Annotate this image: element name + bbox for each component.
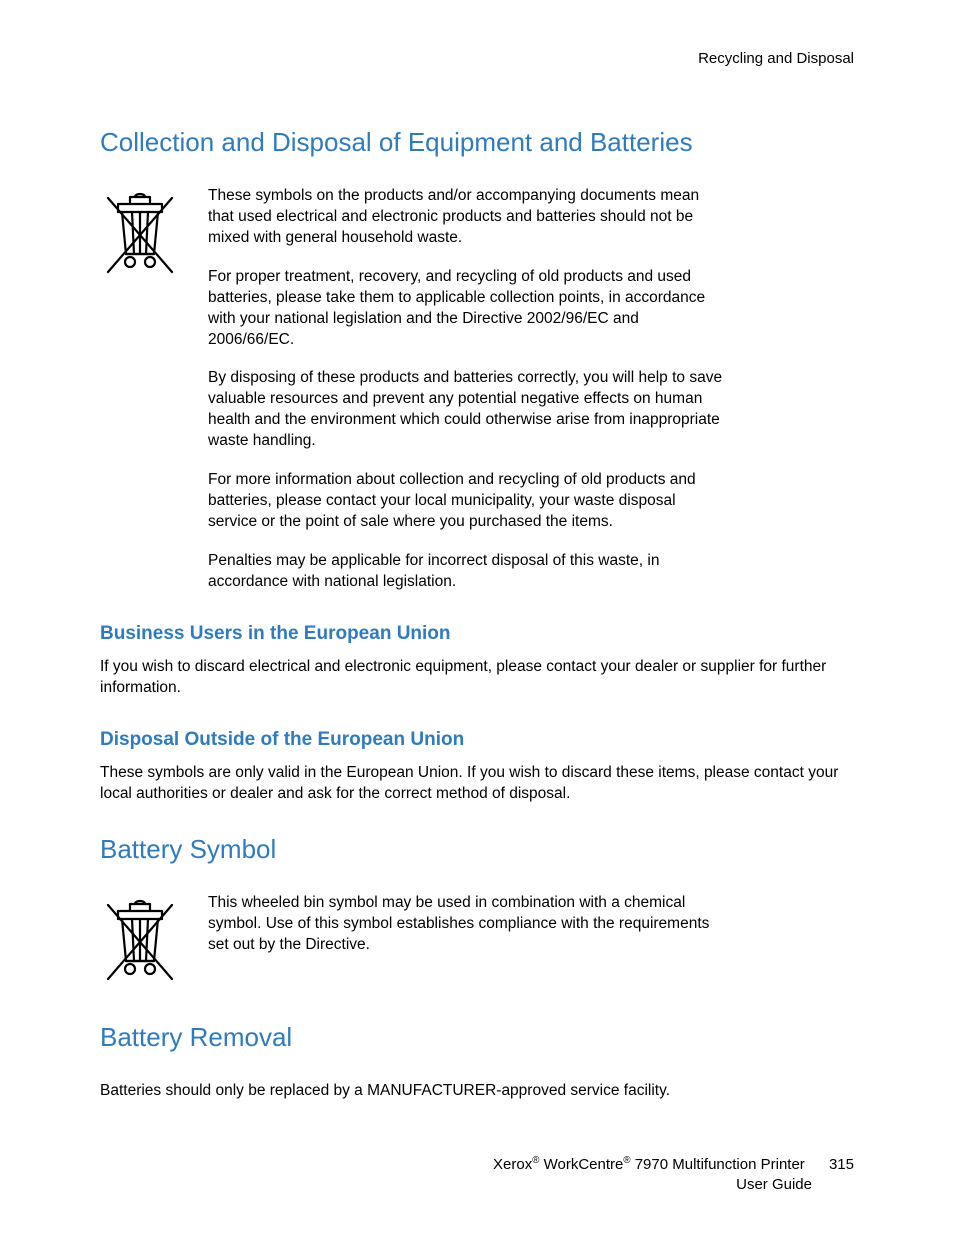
page-footer: Xerox® WorkCentre® 7970 Multifunction Pr… — [493, 1154, 854, 1196]
header-section-label: Recycling and Disposal — [100, 50, 854, 67]
section1-p5: Penalties may be applicable for incorrec… — [208, 551, 728, 593]
heading-battery-symbol: Battery Symbol — [100, 834, 854, 865]
heading-disposal-outside-eu: Disposal Outside of the European Union — [100, 729, 854, 751]
section-collection-disposal: These symbols on the products and/or acc… — [100, 186, 854, 593]
footer-brand: Xerox — [493, 1156, 532, 1173]
footer-line2: User Guide — [493, 1175, 854, 1195]
section4-p1: This wheeled bin symbol may be used in c… — [208, 893, 728, 956]
footer-product: WorkCentre — [539, 1156, 623, 1173]
weee-bin-icon — [100, 893, 180, 992]
section1-text: These symbols on the products and/or acc… — [208, 186, 728, 593]
heading-battery-removal: Battery Removal — [100, 1022, 854, 1053]
registered-mark: ® — [623, 1155, 630, 1166]
heading-business-users-eu: Business Users in the European Union — [100, 623, 854, 645]
section1-p4: For more information about collection an… — [208, 470, 728, 533]
section-battery-symbol: This wheeled bin symbol may be used in c… — [100, 893, 854, 992]
footer-model: 7970 Multifunction Printer — [631, 1156, 805, 1173]
section5-p1: Batteries should only be replaced by a M… — [100, 1081, 854, 1102]
weee-bin-icon — [100, 186, 180, 285]
page-number: 315 — [829, 1155, 854, 1175]
document-page: Recycling and Disposal Collection and Di… — [0, 0, 954, 1235]
section1-p2: For proper treatment, recovery, and recy… — [208, 267, 728, 351]
heading-collection-disposal: Collection and Disposal of Equipment and… — [100, 127, 854, 158]
section2-p1: If you wish to discard electrical and el… — [100, 657, 854, 699]
section3-p1: These symbols are only valid in the Euro… — [100, 763, 854, 805]
section4-text: This wheeled bin symbol may be used in c… — [208, 893, 728, 956]
section1-p1: These symbols on the products and/or acc… — [208, 186, 728, 249]
section1-p3: By disposing of these products and batte… — [208, 368, 728, 452]
